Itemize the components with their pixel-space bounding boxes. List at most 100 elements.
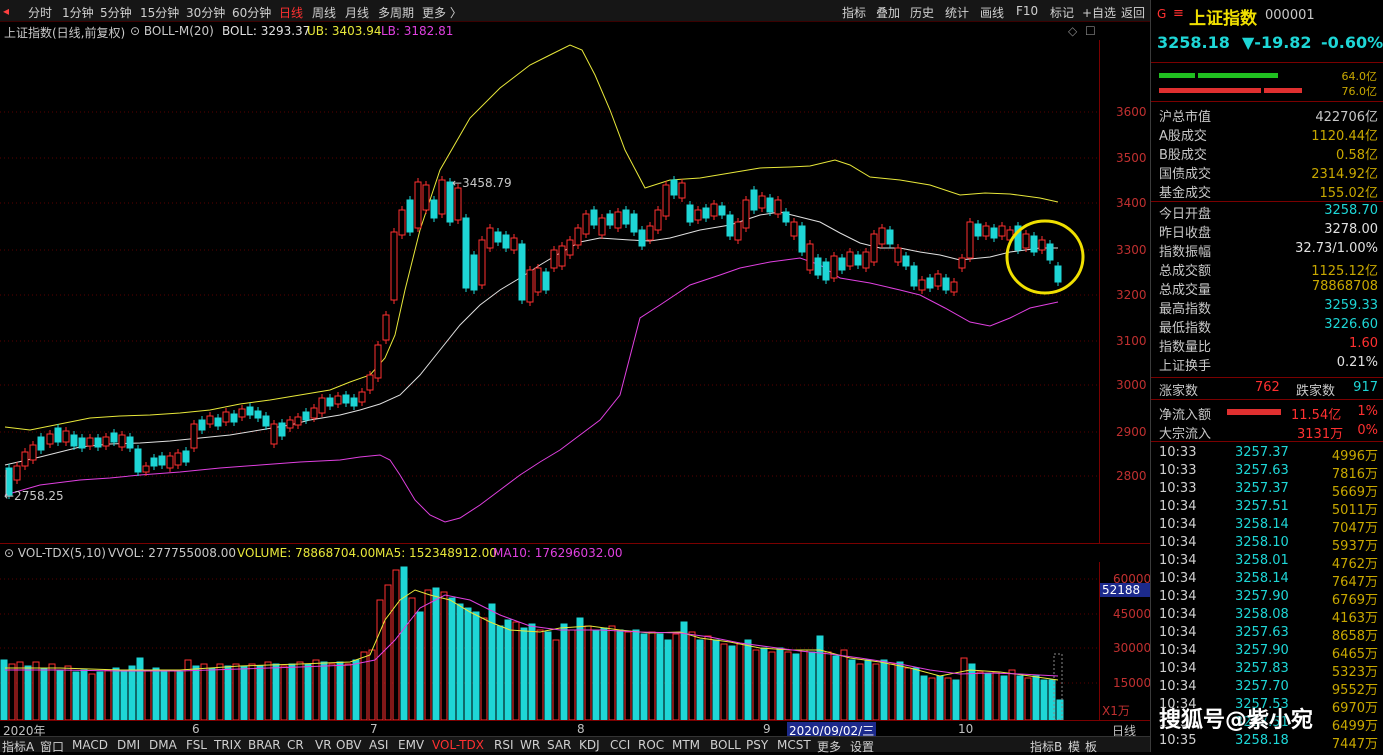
- boll-mid-value: BOLL: 3293.37: [222, 24, 311, 38]
- draw-button[interactable]: 画线: [980, 6, 1005, 20]
- boll-ub-value: UB: 3403.94: [307, 24, 382, 38]
- indicator-tab-roc[interactable]: ROC: [638, 738, 665, 752]
- stats-button[interactable]: 统计: [945, 6, 970, 20]
- indicator-tab-dmi[interactable]: DMI: [117, 738, 141, 752]
- tick-row[interactable]: 10:34 3257.53 6970万: [1151, 695, 1383, 716]
- indicator-tab-mcst[interactable]: MCST: [777, 738, 811, 752]
- indicator-tab-vr[interactable]: VR: [315, 738, 332, 752]
- close-icon[interactable]: ☐: [1085, 24, 1096, 38]
- indicator-tab-brar[interactable]: BRAR: [248, 738, 281, 752]
- stat-value: 1.60: [1349, 336, 1378, 351]
- tick-row[interactable]: 10:34 3258.08 4163万: [1151, 605, 1383, 626]
- candlestick: [1038, 236, 1046, 254]
- tick-price: 3257.83: [1235, 661, 1289, 676]
- tick-row[interactable]: 10:35 3258.18 7447万: [1151, 731, 1383, 752]
- indicator-tab-指标a[interactable]: 指标A: [2, 740, 35, 754]
- volume-bar: [208, 667, 216, 720]
- period-tab-5min[interactable]: 5分钟: [100, 6, 132, 20]
- indicator-tab-fsl[interactable]: FSL: [186, 738, 207, 752]
- volume-unit-label: X1万: [1102, 704, 1130, 718]
- indicator-tab-vol-tdx[interactable]: VOL-TDX: [432, 738, 484, 752]
- indicator-tab-sar[interactable]: SAR: [547, 738, 572, 752]
- indicator-tab-设置[interactable]: 设置: [850, 740, 875, 754]
- stat-label: 基金成交: [1159, 186, 1212, 201]
- period-tab-multi[interactable]: 多周期: [378, 6, 415, 20]
- bottom-right-tab[interactable]: 板: [1085, 740, 1098, 754]
- indicator-button[interactable]: 指标: [842, 6, 867, 20]
- period-tab-1min[interactable]: 1分钟: [62, 6, 94, 20]
- indicator-tab-窗口[interactable]: 窗口: [40, 740, 65, 754]
- indicator-tab-mtm[interactable]: MTM: [672, 738, 701, 752]
- bottom-right-tab[interactable]: 模: [1068, 740, 1081, 754]
- tick-row[interactable]: 10:33 3257.37 5669万: [1151, 479, 1383, 500]
- tick-row[interactable]: 10:34 3257.51 6499万: [1151, 713, 1383, 734]
- candlestick: [294, 413, 302, 429]
- tick-row[interactable]: 10:34 3257.51 5011万: [1151, 497, 1383, 518]
- bottom-right-tab[interactable]: 指标B: [1030, 740, 1063, 754]
- indicator-tab-emv[interactable]: EMV: [398, 738, 425, 752]
- settings-icon[interactable]: ⊙: [4, 546, 15, 560]
- tick-row[interactable]: 10:34 3257.63 8658万: [1151, 623, 1383, 644]
- period-tab-30min[interactable]: 30分钟: [186, 6, 226, 20]
- tick-time: 10:34: [1159, 589, 1197, 604]
- period-toolbar: ◂ 分时 1分钟 5分钟 15分钟 30分钟 60分钟 日线 周线 月线 多周期…: [0, 0, 1150, 22]
- period-tab-60min[interactable]: 60分钟: [232, 6, 272, 20]
- tick-time: 10:34: [1159, 607, 1197, 622]
- settings-icon[interactable]: ⊙: [130, 24, 141, 38]
- period-tab-15min[interactable]: 15分钟: [140, 6, 180, 20]
- period-tab-fenshi[interactable]: 分时: [28, 6, 53, 20]
- period-tab-monthly[interactable]: 月线: [345, 6, 370, 20]
- tick-row[interactable]: 10:34 3257.83 5323万: [1151, 659, 1383, 680]
- kline-chart[interactable]: 3600 3500 3400 3300 3200 3100 3000 2900 2800 ←345…: [0, 40, 1150, 544]
- period-tab-weekly[interactable]: 周线: [312, 6, 337, 20]
- boll-upper-band: [4, 44, 1059, 431]
- date-period-label: 日线: [1112, 724, 1137, 738]
- indicator-tab-dma[interactable]: DMA: [149, 738, 177, 752]
- tick-price: 3257.37: [1235, 445, 1289, 460]
- indicator-tab-kdj[interactable]: KDJ: [579, 738, 600, 752]
- indicator-tab-rsi[interactable]: RSI: [494, 738, 514, 752]
- indicator-tab-trix[interactable]: TRIX: [214, 738, 242, 752]
- tick-row[interactable]: 10:34 3257.70 9552万: [1151, 677, 1383, 698]
- add-watchlist-button[interactable]: +自选: [1082, 6, 1117, 20]
- period-tab-more[interactable]: 更多 〉: [422, 6, 462, 20]
- stat-label: 昨日收盘: [1159, 226, 1212, 241]
- overlay-button[interactable]: 叠加: [876, 6, 901, 20]
- menu-icon[interactable]: ≡: [1173, 6, 1184, 21]
- indicator-tab-psy[interactable]: PSY: [746, 738, 769, 752]
- volume-bar: [672, 633, 680, 720]
- tick-row[interactable]: 10:34 3258.14 7047万: [1151, 515, 1383, 536]
- volume-header: ⊙ VOL-TDX(5,10) VVOL: 277755008.00 VOLUM…: [0, 544, 1100, 562]
- tick-row[interactable]: 10:34 3258.14 7647万: [1151, 569, 1383, 590]
- back-button[interactable]: 返回: [1121, 6, 1146, 20]
- indicator-tab-macd[interactable]: MACD: [72, 738, 108, 752]
- up-count: 762: [1255, 380, 1280, 395]
- candlestick: [870, 230, 878, 266]
- candlestick: [366, 371, 374, 394]
- tick-row[interactable]: 10:33 3257.63 7816万: [1151, 461, 1383, 482]
- indicator-tab-obv[interactable]: OBV: [336, 738, 362, 752]
- f10-button[interactable]: F10: [1016, 4, 1039, 18]
- menu-icon[interactable]: ◂: [3, 4, 10, 18]
- volume-bar: [24, 665, 32, 720]
- indicator-tab-cci[interactable]: CCI: [610, 738, 631, 752]
- indicator-tab-boll[interactable]: BOLL: [710, 738, 741, 752]
- history-button[interactable]: 历史: [910, 6, 935, 20]
- volume-bar: [1016, 675, 1024, 720]
- volume-bar: [888, 663, 896, 720]
- indicator-tab-asi[interactable]: ASI: [369, 738, 389, 752]
- candlestick: [838, 254, 846, 274]
- tick-row[interactable]: 10:34 3258.10 5937万: [1151, 533, 1383, 554]
- indicator-tab-更多[interactable]: 更多: [817, 740, 842, 754]
- tick-row[interactable]: 10:34 3258.01 4762万: [1151, 551, 1383, 572]
- tick-row[interactable]: 10:34 3257.90 6465万: [1151, 641, 1383, 662]
- period-tab-daily[interactable]: 日线: [279, 6, 304, 20]
- tick-volume: 6970万: [1331, 701, 1378, 716]
- mark-button[interactable]: 标记: [1050, 6, 1075, 20]
- tick-row[interactable]: 10:33 3257.37 4996万: [1151, 443, 1383, 464]
- diamond-icon[interactable]: ◇: [1068, 24, 1078, 38]
- tick-row[interactable]: 10:34 3257.90 6769万: [1151, 587, 1383, 608]
- indicator-tab-cr[interactable]: CR: [287, 738, 304, 752]
- volume-chart[interactable]: 60000 45000 30000 15000 52188 X1万: [0, 562, 1150, 720]
- indicator-tab-wr[interactable]: WR: [520, 738, 541, 752]
